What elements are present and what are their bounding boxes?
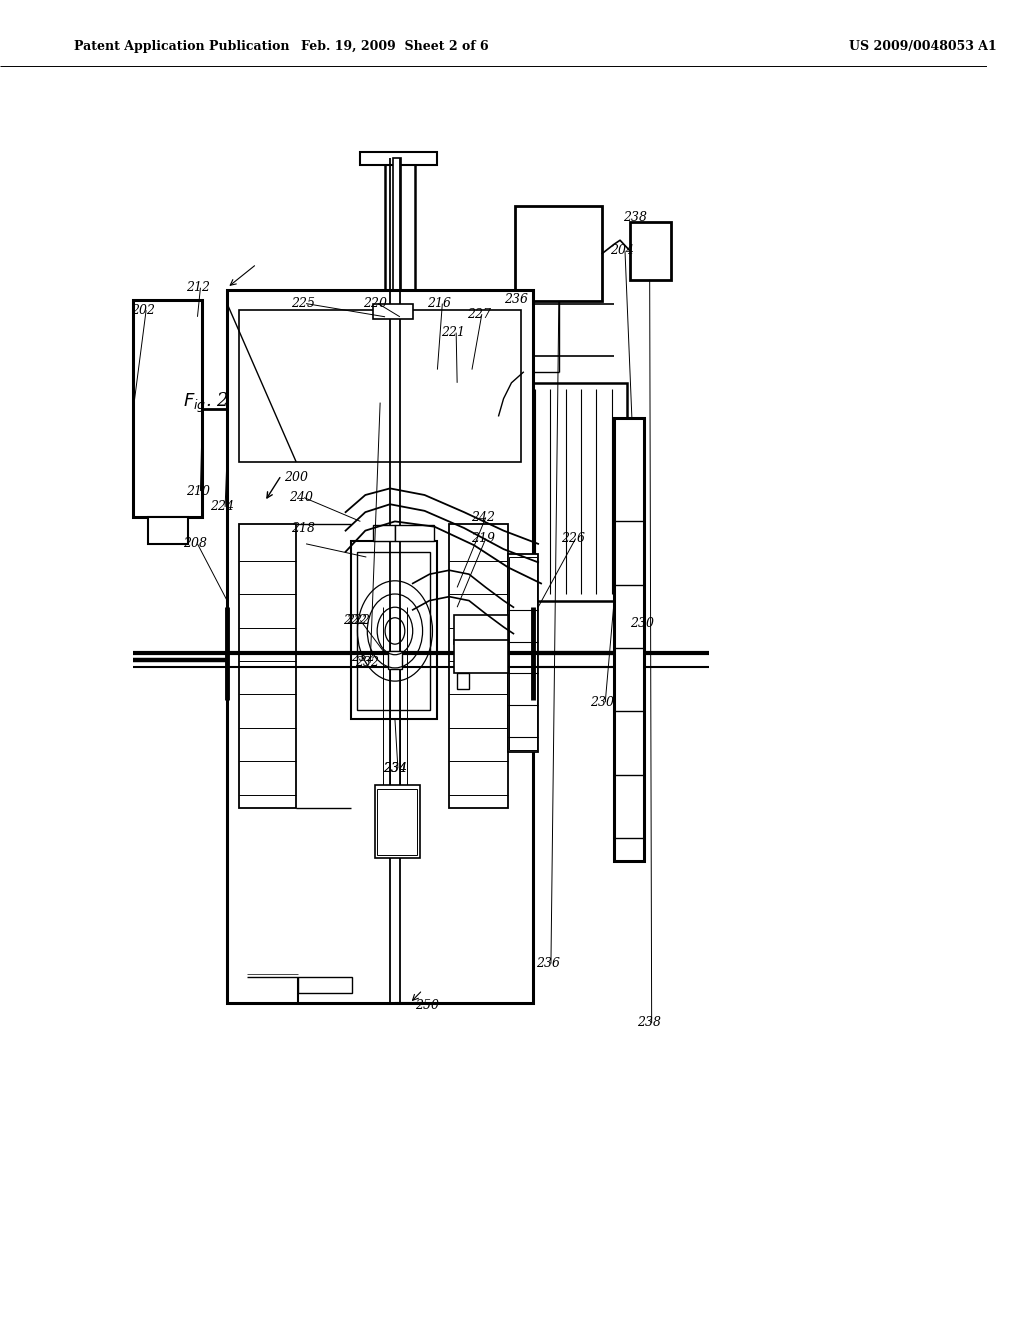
Text: 200: 200	[285, 471, 308, 484]
Text: 232: 232	[355, 656, 380, 669]
Text: 236: 236	[504, 293, 527, 306]
Bar	[450, 524, 509, 808]
Bar	[357, 552, 430, 710]
Text: 208: 208	[182, 537, 207, 550]
Text: 224: 224	[210, 500, 234, 513]
Text: 236: 236	[537, 957, 560, 970]
Bar	[455, 615, 509, 644]
Bar	[395, 525, 434, 541]
Bar	[483, 383, 627, 601]
Bar	[373, 304, 413, 319]
Bar	[515, 206, 602, 301]
Text: 204: 204	[610, 244, 634, 257]
Text: 218: 218	[291, 521, 315, 535]
Bar	[630, 222, 672, 280]
Text: Feb. 19, 2009  Sheet 2 of 6: Feb. 19, 2009 Sheet 2 of 6	[301, 40, 488, 53]
Bar	[614, 418, 644, 861]
Bar	[350, 541, 437, 719]
Text: 216: 216	[428, 297, 452, 310]
Text: 220: 220	[364, 297, 387, 310]
Bar	[239, 310, 521, 462]
Bar	[375, 785, 420, 858]
Bar	[457, 673, 469, 689]
Bar	[388, 651, 401, 669]
Text: 234: 234	[383, 762, 408, 775]
Text: 232: 232	[351, 651, 376, 664]
Bar	[371, 370, 483, 403]
Text: 225: 225	[291, 297, 315, 310]
Bar	[239, 524, 296, 808]
Bar	[133, 300, 203, 517]
Text: US 2009/0048053 A1: US 2009/0048053 A1	[849, 40, 997, 53]
Bar	[510, 557, 538, 750]
Text: $\mathit{F}_{\mathit{ig}}$. 2: $\mathit{F}_{\mathit{ig}}$. 2	[182, 391, 229, 414]
Bar	[298, 977, 352, 993]
Text: 219: 219	[471, 532, 495, 545]
Text: 212: 212	[185, 281, 210, 294]
Text: Patent Application Publication: Patent Application Publication	[74, 40, 290, 53]
Text: 242: 242	[471, 511, 495, 524]
Bar	[377, 789, 417, 855]
Bar	[455, 640, 509, 673]
Bar	[148, 517, 187, 544]
Bar	[383, 383, 402, 396]
Text: 222: 222	[345, 614, 370, 627]
Text: 230: 230	[591, 696, 614, 709]
Bar	[227, 290, 534, 1003]
Text: 227: 227	[467, 308, 492, 321]
Text: 226: 226	[561, 532, 585, 545]
Text: 238: 238	[623, 211, 647, 224]
Text: 221: 221	[441, 326, 465, 339]
Text: 202: 202	[131, 304, 156, 317]
Text: 250: 250	[415, 999, 438, 1012]
Bar	[375, 366, 410, 412]
Bar	[373, 525, 395, 541]
Text: 238: 238	[637, 1016, 660, 1030]
Text: 222: 222	[343, 614, 367, 627]
Text: 240: 240	[290, 491, 313, 504]
Bar	[509, 554, 538, 752]
Bar	[360, 152, 437, 165]
Bar	[393, 158, 400, 370]
Text: 230: 230	[630, 616, 654, 630]
Text: 210: 210	[185, 484, 210, 498]
Text: 234: 234	[383, 762, 408, 775]
